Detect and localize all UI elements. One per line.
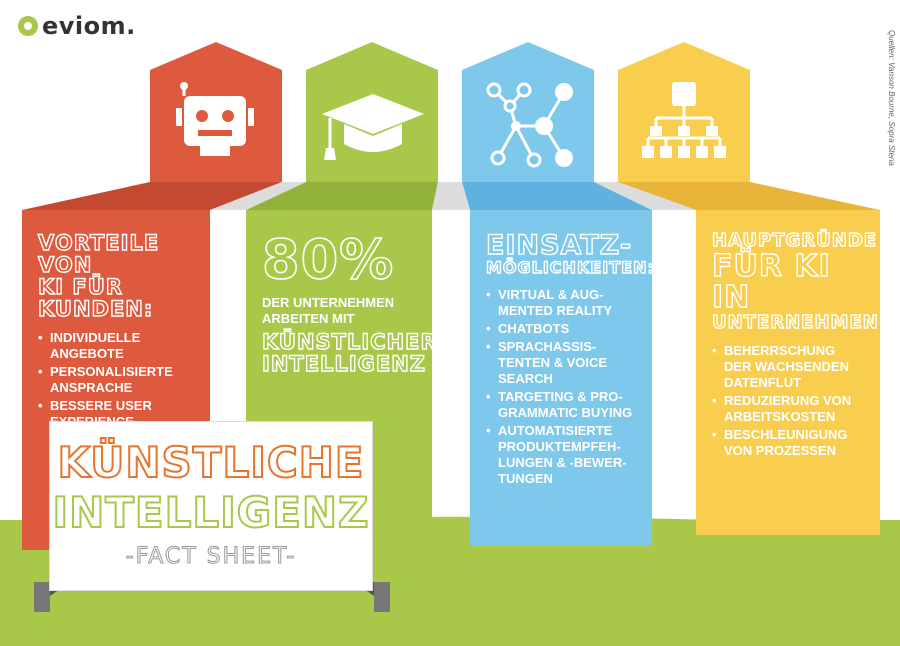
- stat-title: KÜNSTLICHER INTELLIGENZ: [261, 329, 438, 376]
- stat-title-line: KÜNSTLICHER: [261, 329, 438, 354]
- logo-text: eviom.: [42, 12, 136, 40]
- eviom-logo: eviom.: [18, 12, 136, 40]
- banner-subtitle: -FACT SHEET-: [125, 544, 297, 570]
- network-icon: [486, 82, 573, 168]
- applications-title-line: MÖGLICHKEITEN:: [485, 258, 655, 278]
- house-roofs: [22, 42, 880, 210]
- fact-sheet-banner: KÜNSTLICHE INTELLIGENZ -FACT SHEET-: [34, 422, 390, 612]
- list-item: PERSONALISIERTE ANSPRACHE: [38, 364, 196, 396]
- hierarchy-icon: [642, 82, 726, 158]
- benefits-list: INDIVIDUELLE ANGEBOTE PERSONALISIERTE AN…: [38, 330, 196, 430]
- stat-percentage: 80%: [261, 228, 395, 291]
- banner-title-line1: KÜNSTLICHE: [56, 437, 365, 488]
- benefits-title-line: VORTEILE VON: [37, 231, 160, 278]
- stat-title-line: INTELLIGENZ: [261, 351, 427, 376]
- list-item: INDIVIDUELLE ANGEBOTE: [38, 330, 196, 362]
- robot-icon: [176, 82, 254, 156]
- stat-text: DER UNTERNEHMEN ARBEITEN MIT: [262, 295, 418, 327]
- list-item: BEHERRSCHUNG DER WACHSENDEN DATENFLUT: [712, 343, 866, 391]
- list-item: VIRTUAL & AUG- MENTED REALITY: [486, 287, 638, 319]
- reasons-list: BEHERRSCHUNG DER WACHSENDEN DATENFLUT RE…: [712, 343, 866, 459]
- benefits-title-line: KI FÜR KUNDEN:: [37, 275, 154, 322]
- reasons-title-line: FÜR KI IN: [711, 248, 831, 316]
- stat-text-line: ARBEITEN MIT: [262, 310, 355, 326]
- graduation-cap-icon: [322, 94, 424, 160]
- column-applications: EINSATZ- MÖGLICHKEITEN: VIRTUAL & AUG- M…: [470, 210, 655, 545]
- list-item: TARGETING & PRO- GRAMMATIC BUYING: [486, 389, 638, 421]
- reasons-title-line: HAUPTGRÜNDE: [711, 230, 878, 251]
- source-note: Quellen: Vanson Bourne, Sopra Steria: [887, 30, 896, 166]
- applications-title: EINSATZ- MÖGLICHKEITEN:: [485, 230, 655, 278]
- list-item: BESCHLEUNIGUNG VON PROZESSEN: [712, 427, 866, 459]
- logo-mark-icon: [18, 16, 38, 36]
- column-reasons: HAUPTGRÜNDE FÜR KI IN UNTERNEHMEN: BEHER…: [696, 210, 888, 535]
- banner-card: [50, 422, 372, 590]
- list-item: SPRACHASSIS- TENTEN & VOICE SEARCH: [486, 339, 638, 387]
- list-item: REDUZIERUNG VON ARBEITSKOSTEN: [712, 393, 866, 425]
- banner-title-line2: INTELLIGENZ: [51, 487, 370, 538]
- list-item: AUTOMATISIERTE PRODUKTEMPFEH- LUNGEN & -…: [486, 423, 638, 487]
- reasons-title-line: UNTERNEHMEN:: [711, 311, 888, 333]
- benefits-title: VORTEILE VON KI FÜR KUNDEN:: [37, 231, 196, 322]
- applications-title-line: EINSATZ-: [485, 230, 633, 261]
- stat-text-line: DER UNTERNEHMEN: [262, 294, 395, 310]
- list-item: CHATBOTS: [486, 321, 638, 337]
- reasons-title: HAUPTGRÜNDE FÜR KI IN UNTERNEHMEN:: [711, 230, 888, 333]
- applications-list: VIRTUAL & AUG- MENTED REALITY CHATBOTS S…: [486, 287, 638, 487]
